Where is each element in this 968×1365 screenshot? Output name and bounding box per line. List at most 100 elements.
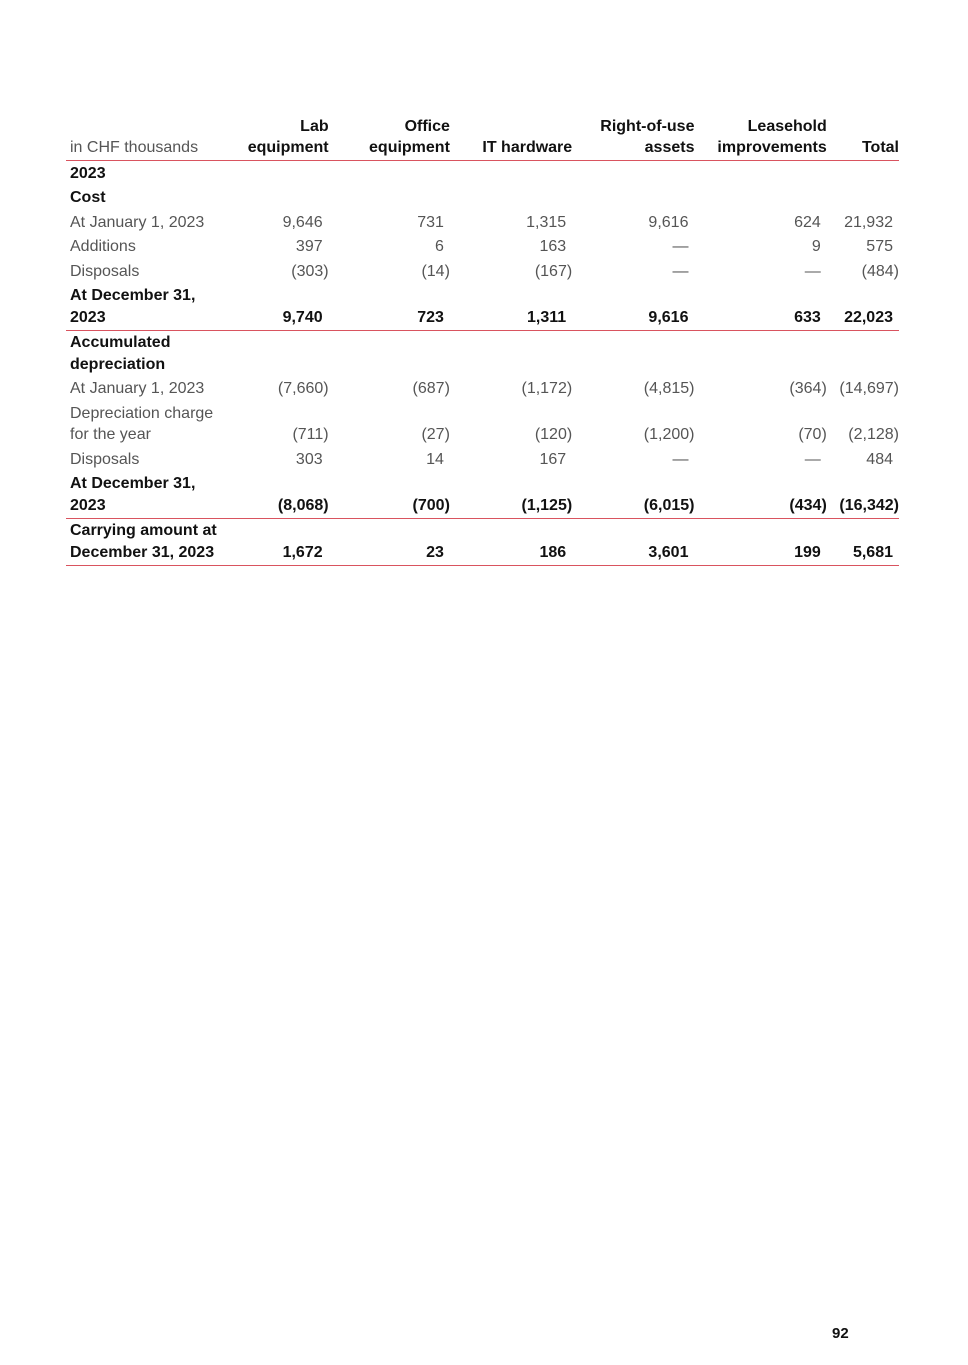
unit-label: in CHF thousands	[66, 114, 231, 161]
cell-value: 9,646	[282, 213, 323, 231]
cell-value	[694, 330, 826, 377]
cell-value	[827, 330, 899, 377]
cell-value: (167)	[534, 262, 573, 280]
row-label: Accumulated depreciation	[70, 334, 171, 373]
cell-value	[230, 330, 328, 377]
table-row: At January 1, 2023 (7,660) (687) (1,172) (4,…	[66, 377, 899, 402]
cell-value: 303	[295, 450, 323, 468]
cell-value: (4,815)	[643, 380, 695, 397]
cell-value: (711)	[292, 426, 329, 443]
cell-value	[450, 330, 572, 377]
cell-value	[827, 161, 899, 186]
cell-value: (14)	[421, 262, 450, 280]
cell-value: 23	[328, 518, 450, 566]
table-row: 2023	[66, 161, 899, 186]
cell-value: 5,681	[826, 518, 899, 566]
table-row: At January 1, 2023 9,646 731 1,315 9,616 624 2…	[66, 210, 899, 235]
cell-value: (700)	[328, 471, 450, 519]
cell-value	[230, 161, 328, 186]
col-header-total: Total	[826, 114, 899, 161]
cell-value: 199	[694, 518, 827, 566]
cell-value	[329, 161, 450, 186]
cell-value: 575	[866, 238, 893, 255]
cell-value: (70)	[798, 426, 827, 443]
cell-value: —	[672, 238, 689, 255]
cell-value: 723	[328, 283, 450, 331]
cell-value: —	[672, 450, 689, 468]
col-header-lab-equipment: Lab equipment	[230, 114, 329, 161]
cell-value: (1,172)	[521, 380, 573, 397]
cell-value	[450, 186, 572, 211]
cell-value: (16,342)	[826, 471, 899, 519]
cell-value: (6,015)	[572, 471, 695, 519]
cell-value: 167	[539, 450, 567, 468]
cell-value: —	[804, 450, 821, 468]
cell-value: 3,601	[572, 518, 695, 566]
row-label: Carrying amount at December 31, 2023	[66, 518, 231, 566]
cell-value: (8,068)	[230, 471, 329, 519]
cell-value: 633	[694, 283, 827, 331]
col-header-office-equipment: Office equipment	[328, 114, 450, 161]
property-equipment-table: in CHF thousands Lab equipment Office equi…	[66, 114, 899, 566]
table-row: Additions 397 6 163 — 9 575	[66, 235, 899, 260]
cell-value	[450, 161, 572, 186]
cell-value: —	[672, 262, 689, 280]
cell-value: 1,315	[526, 213, 567, 231]
table-row: Accumulated depreciation	[66, 330, 899, 377]
cell-value: 9,616	[572, 283, 695, 331]
cell-value: 9	[811, 238, 821, 255]
table-row: At December 31, 2023 (8,068) (700) (1,125)(…	[66, 471, 899, 519]
cell-value: (303)	[291, 262, 329, 280]
cell-value: 1,672	[230, 518, 329, 566]
table-row: Carrying amount at December 31, 2023 1,67…	[66, 518, 899, 566]
page-number: 92	[832, 1325, 849, 1342]
cell-value	[329, 186, 450, 211]
cell-value: 731	[417, 213, 444, 231]
row-label: Depreciation charge for the year	[70, 404, 214, 444]
cell-value: —	[804, 262, 821, 280]
cell-value: (1,200)	[643, 426, 695, 443]
cell-value: (687)	[412, 380, 450, 397]
cell-value: 14	[426, 450, 444, 468]
col-header-right-of-use-assets: Right-of-use assets	[572, 114, 695, 161]
row-label: Disposals	[70, 262, 140, 280]
cell-value: 186	[449, 518, 573, 566]
cell-value: 6	[435, 238, 444, 255]
row-label: At January 1, 2023	[70, 213, 205, 231]
cell-value	[572, 330, 694, 377]
cell-value	[572, 161, 694, 186]
cell-value: 21,932	[844, 213, 893, 231]
table-row: Disposals 303 14 167 — — 484	[66, 447, 899, 472]
cell-value: (27)	[421, 426, 450, 443]
table-row: At December 31, 2023 9,740 723 1,311 9,616 63…	[66, 283, 899, 331]
table-row: Cost	[66, 186, 899, 211]
cell-value: (120)	[534, 426, 573, 443]
row-label: Additions	[70, 238, 136, 255]
cell-value	[230, 186, 328, 211]
table-row: Disposals (303) (14) (167) — — (484)	[66, 259, 899, 284]
cell-value: 624	[794, 213, 821, 231]
table-header-row: in CHF thousands Lab equipment Office equi…	[66, 114, 899, 161]
cell-value: (434)	[694, 471, 827, 519]
cell-value	[694, 186, 826, 211]
col-header-it-hardware: IT hardware	[449, 114, 573, 161]
cell-value	[572, 186, 694, 211]
row-label: Disposals	[70, 450, 140, 468]
cell-value: (1,125)	[449, 471, 573, 519]
table-row: Depreciation charge for the year (711) (27…	[66, 401, 899, 447]
cell-value	[694, 161, 826, 186]
cell-value: (484)	[861, 262, 899, 280]
cell-value: (7,660)	[277, 380, 329, 397]
cell-value	[827, 186, 899, 211]
cell-value: 9,616	[648, 213, 689, 231]
cell-value	[329, 330, 450, 377]
row-label: 2023	[70, 164, 106, 182]
cell-value: 22,023	[826, 283, 899, 331]
cell-value: 1,311	[449, 283, 573, 331]
row-label: Cost	[70, 189, 106, 206]
cell-value: 9,740	[230, 283, 329, 331]
row-label: At December 31, 2023	[66, 283, 231, 331]
cell-value: (2,128)	[848, 426, 899, 443]
cell-value: 397	[295, 238, 323, 255]
cell-value: 484	[866, 450, 893, 468]
